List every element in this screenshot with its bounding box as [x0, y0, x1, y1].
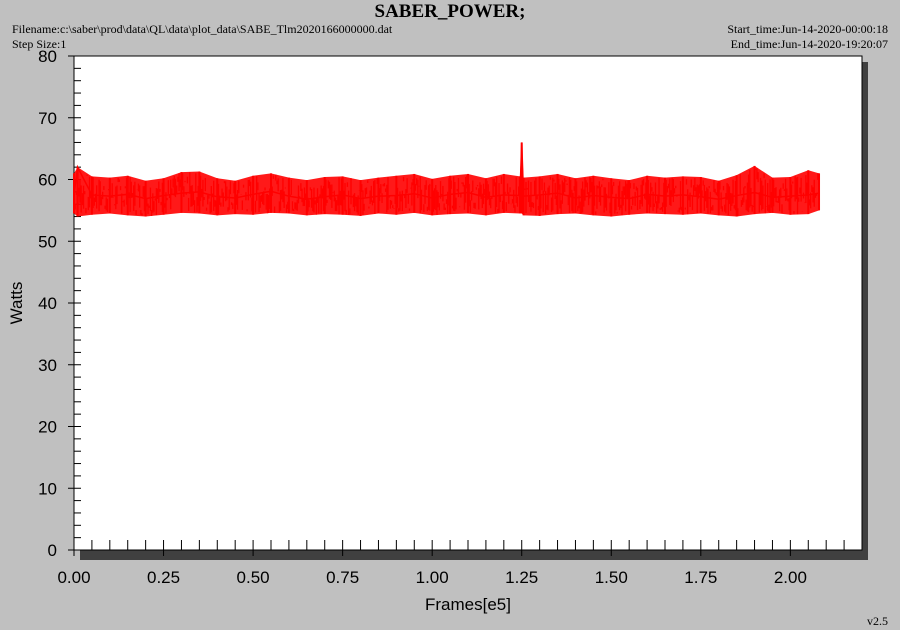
- x-tick-label: 2.00: [774, 568, 807, 587]
- x-tick-label: 1.75: [684, 568, 717, 587]
- y-tick-label: 70: [38, 109, 57, 128]
- x-tick-label: 0.25: [147, 568, 180, 587]
- version-label: v2.5: [867, 614, 888, 628]
- y-tick-label: 10: [38, 479, 57, 498]
- x-axis-label: Frames[e5]: [425, 595, 511, 614]
- y-tick-label: 50: [38, 232, 57, 251]
- y-tick-label: 40: [38, 294, 57, 313]
- plot-area: [73, 55, 863, 551]
- x-tick-label: 0.75: [326, 568, 359, 587]
- y-tick-label: 80: [38, 47, 57, 66]
- step-size-label: Step Size:1: [12, 37, 67, 51]
- x-tick-label: 0.50: [237, 568, 270, 587]
- y-tick-label: 20: [38, 418, 57, 437]
- x-tick-label: 1.25: [505, 568, 538, 587]
- y-axis-ticks: 0 10 20 30 40 50 60 70 80: [38, 47, 81, 560]
- x-tick-label: 1.50: [595, 568, 628, 587]
- x-tick-label: 0.00: [57, 568, 90, 587]
- y-tick-label: 60: [38, 171, 57, 190]
- y-axis-label: Watts: [7, 282, 26, 325]
- x-axis-ticks: 0.00 0.25 0.50 0.75 1.00 1.25 1.50 1.75 2.00: [57, 540, 845, 587]
- chart-title: SABER_POWER;: [374, 1, 526, 22]
- y-tick-label: 30: [38, 356, 57, 375]
- x-tick-label: 1.00: [416, 568, 449, 587]
- series-layer: [73, 142, 821, 217]
- series-line: [73, 142, 820, 201]
- end-time-label: End_time:Jun-14-2020-19:20:07: [730, 37, 888, 51]
- filename-label: Filename:c:\saber\prod\data\QL\data\plot…: [12, 22, 393, 36]
- start-time-label: Start_time:Jun-14-2020-00:00:18: [727, 22, 888, 36]
- y-tick-label: 0: [48, 541, 57, 560]
